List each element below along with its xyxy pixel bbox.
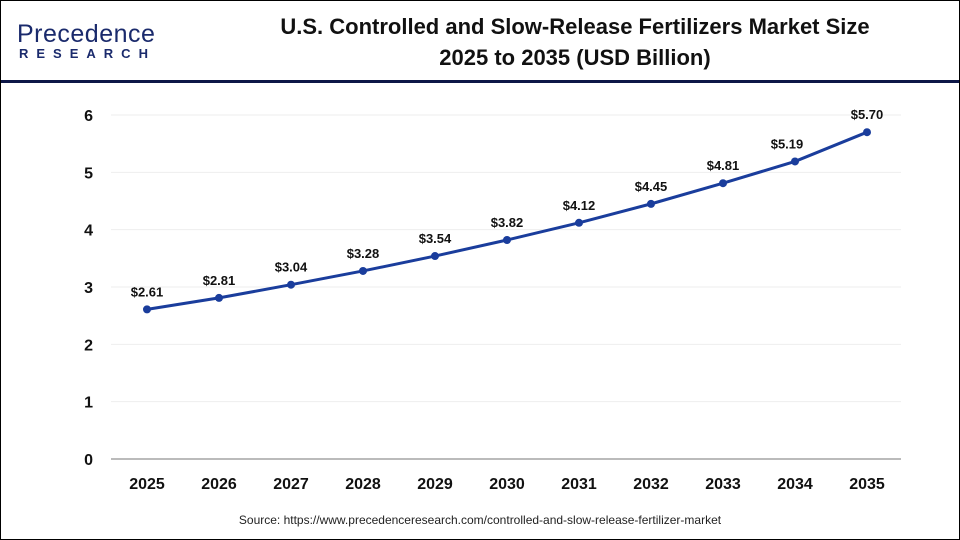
x-tick-label: 2027	[273, 476, 309, 493]
data-point	[431, 252, 439, 261]
data-label: $4.81	[707, 158, 740, 173]
y-tick-label: 3	[84, 280, 93, 297]
data-label: $4.45	[635, 179, 668, 194]
y-tick-label: 1	[84, 395, 93, 412]
title-line2: 2025 to 2035 (USD Billion)	[439, 45, 711, 70]
data-label: $3.82	[491, 215, 524, 230]
title-line1: U.S. Controlled and Slow-Release Fertili…	[280, 14, 870, 39]
data-point	[791, 157, 799, 166]
data-point	[503, 235, 511, 244]
x-tick-label: 2028	[345, 476, 381, 493]
x-tick-label: 2026	[201, 476, 237, 493]
logo-line1: Precedence	[17, 20, 156, 48]
chart-title: U.S. Controlled and Slow-Release Fertili…	[221, 11, 929, 73]
data-label: $3.04	[275, 260, 308, 275]
data-label: $5.19	[771, 136, 804, 151]
x-tick-label: 2029	[417, 476, 453, 493]
x-tick-label: 2025	[129, 476, 165, 493]
logo-line2: RESEARCH	[19, 46, 156, 61]
y-tick-label: 6	[84, 108, 93, 125]
data-label: $2.81	[203, 273, 236, 288]
x-tick-label: 2032	[633, 476, 669, 493]
data-point	[575, 218, 583, 227]
data-point	[359, 266, 367, 275]
y-tick-label: 2	[84, 337, 93, 354]
data-label: $4.12	[563, 198, 596, 213]
x-tick-label: 2035	[849, 476, 885, 493]
data-point	[143, 305, 151, 314]
data-label: $2.61	[131, 284, 164, 299]
data-point	[287, 280, 295, 289]
x-tick-label: 2033	[705, 476, 741, 493]
data-label: $5.70	[851, 107, 884, 122]
data-label: $3.54	[419, 231, 452, 246]
source-text: Source: https://www.precedenceresearch.c…	[238, 513, 722, 527]
y-tick-label: 5	[84, 165, 93, 182]
y-tick-label: 4	[84, 223, 93, 240]
x-tick-label: 2031	[561, 476, 597, 493]
x-tick-label: 2034	[777, 476, 813, 493]
precedence-research-logo: Precedence RESEARCH	[17, 21, 156, 61]
y-tick-label: 0	[84, 452, 93, 469]
data-point	[215, 293, 223, 302]
data-point	[719, 179, 727, 188]
data-label: $3.28	[347, 246, 380, 261]
data-point	[863, 128, 871, 137]
header: Precedence RESEARCH U.S. Controlled and …	[1, 1, 959, 83]
x-tick-label: 2030	[489, 476, 525, 493]
data-point	[647, 199, 655, 208]
